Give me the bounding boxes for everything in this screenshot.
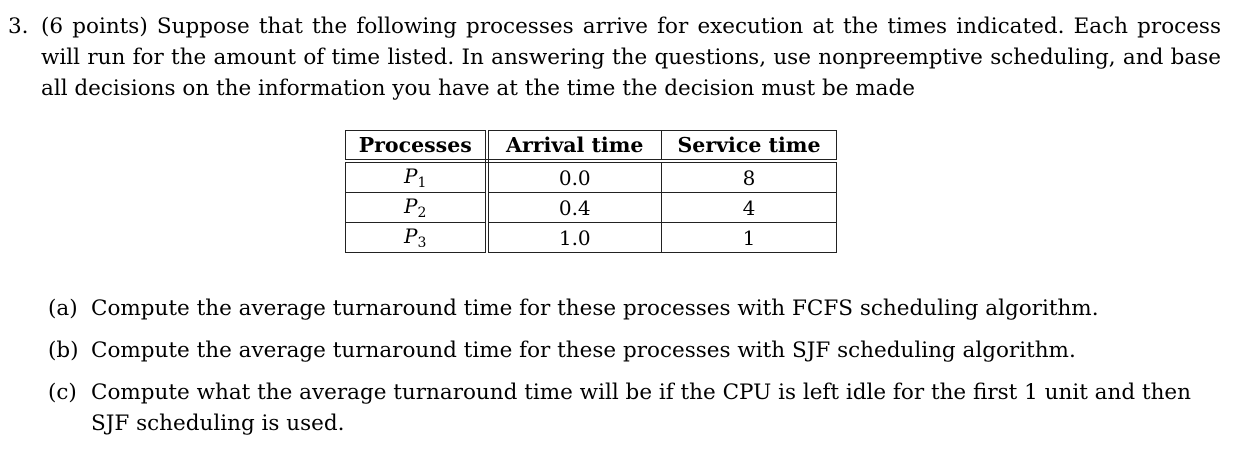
arrival-time-cell: 0.4 (486, 192, 662, 223)
table-row: P2 0.4 4 (345, 192, 837, 223)
arrival-time-cell: 0.0 (486, 160, 662, 193)
process-name-cell: P2 (345, 192, 489, 223)
service-time-cell: 4 (661, 192, 837, 223)
header-service-time: Service time (661, 130, 837, 163)
question-intro-text: Suppose that the following processes arr… (41, 14, 1221, 101)
service-time-cell: 1 (661, 222, 837, 253)
process-name-cell: P1 (345, 160, 489, 193)
question-intro-paragraph: (6 points) Suppose that the following pr… (41, 11, 1221, 104)
process-subscript: 1 (417, 175, 427, 191)
process-subscript: 2 (417, 205, 427, 221)
subquestion-a-label: (a) (48, 296, 78, 321)
table-header-row: Processes Arrival time Service time (345, 130, 837, 163)
process-name-cell: P3 (345, 222, 489, 253)
process-symbol: P (404, 224, 418, 248)
question-3: 3. (6 points) Suppose that the following… (0, 0, 1242, 104)
service-time-cell: 8 (661, 160, 837, 193)
process-symbol: P (404, 164, 418, 188)
subquestion-c-label: (c) (48, 380, 77, 405)
arrival-time-cell: 1.0 (486, 222, 662, 253)
process-subscript: 3 (417, 235, 427, 251)
header-arrival-time: Arrival time (486, 130, 662, 163)
header-processes: Processes (345, 130, 489, 163)
question-points: (6 points) (41, 14, 148, 39)
subquestion-b: (b) Compute the average turnaround time … (48, 335, 1222, 366)
subquestion-a-text: Compute the average turnaround time for … (91, 296, 1099, 321)
exam-question-page: 3. (6 points) Suppose that the following… (0, 0, 1242, 439)
table-row: P1 0.0 8 (345, 160, 837, 193)
subquestion-a: (a) Compute the average turnaround time … (48, 293, 1222, 324)
subquestions-list: (a) Compute the average turnaround time … (48, 293, 1222, 439)
process-table: Processes Arrival time Service time P1 0… (345, 130, 837, 253)
process-symbol: P (404, 194, 418, 218)
process-table-container: Processes Arrival time Service time P1 0… (345, 130, 1242, 253)
subquestion-c-text: Compute what the average turnaround time… (91, 380, 1191, 436)
subquestion-b-text: Compute the average turnaround time for … (91, 338, 1076, 363)
subquestion-b-label: (b) (48, 338, 79, 363)
table-row: P3 1.0 1 (345, 222, 837, 253)
subquestion-c: (c) Compute what the average turnaround … (48, 377, 1222, 439)
question-number: 3. (8, 14, 29, 39)
